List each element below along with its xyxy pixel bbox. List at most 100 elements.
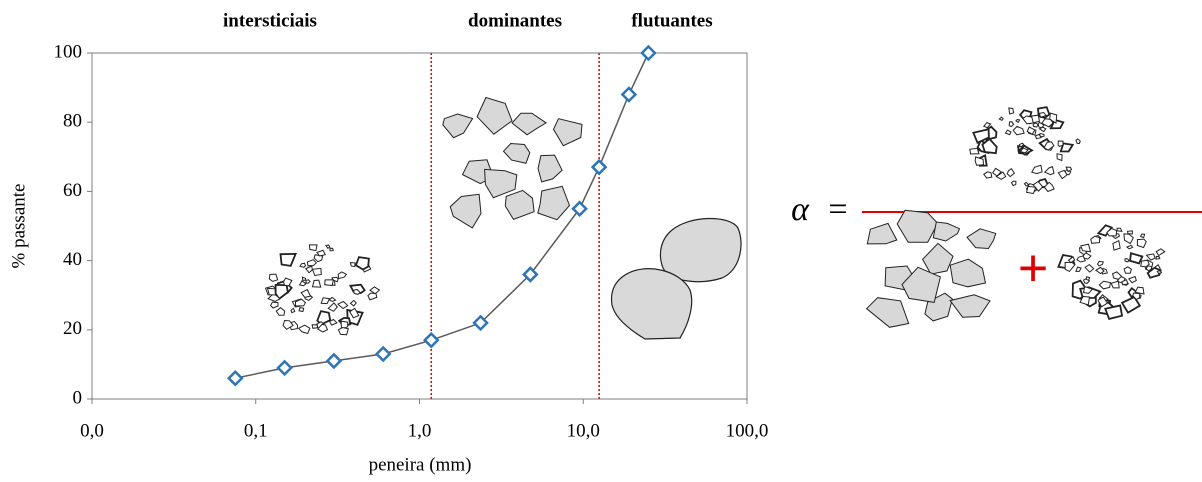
particle xyxy=(306,280,310,284)
particle xyxy=(1077,256,1085,262)
particle xyxy=(283,278,292,286)
particle xyxy=(1113,241,1120,250)
particle xyxy=(1111,281,1119,288)
particle xyxy=(1157,271,1161,274)
formula-plus: + xyxy=(1018,240,1048,298)
particle xyxy=(330,248,333,251)
particle xyxy=(330,320,337,326)
particle xyxy=(1009,122,1014,127)
plot-frame xyxy=(92,53,747,399)
particle xyxy=(1033,123,1038,127)
x-tick-label: 100,0 xyxy=(726,420,769,441)
particle xyxy=(302,277,305,280)
particle xyxy=(1128,231,1133,234)
particle xyxy=(299,308,304,312)
particle xyxy=(933,222,959,241)
particle xyxy=(1016,120,1020,123)
medium-aggregate xyxy=(443,98,582,228)
medium-aggregate xyxy=(867,210,996,327)
particle xyxy=(268,288,276,295)
particle xyxy=(368,293,377,300)
particle xyxy=(1076,139,1080,144)
particle xyxy=(338,302,348,309)
particle xyxy=(538,155,562,182)
particle xyxy=(281,254,296,266)
region-label: dominantes xyxy=(468,10,562,31)
particle xyxy=(1081,244,1091,252)
particle xyxy=(1012,181,1016,186)
particle xyxy=(443,114,473,138)
particle xyxy=(1127,245,1133,249)
data-point xyxy=(573,202,586,215)
particle xyxy=(1141,234,1145,237)
particle xyxy=(328,303,337,311)
particle xyxy=(351,300,357,306)
x-axis-title: peneira (mm) xyxy=(369,454,472,475)
particle xyxy=(867,298,909,328)
y-tick-label: 60 xyxy=(63,180,82,201)
particle xyxy=(485,169,517,197)
particle xyxy=(1057,154,1062,161)
particle xyxy=(1085,265,1094,273)
particle xyxy=(999,117,1003,120)
particle xyxy=(321,298,329,304)
particle xyxy=(512,113,546,135)
y-tick-label: 80 xyxy=(63,111,82,132)
particle xyxy=(1006,130,1012,135)
fine-aggregate xyxy=(970,107,1081,193)
particle xyxy=(1147,254,1156,260)
coarse-aggregate xyxy=(612,218,742,339)
data-point xyxy=(642,47,655,60)
particle xyxy=(1027,186,1036,193)
particle xyxy=(967,229,996,249)
particle xyxy=(1023,116,1033,124)
particle xyxy=(1124,267,1131,273)
particle xyxy=(326,245,330,248)
y-tick-label: 40 xyxy=(63,249,82,270)
particle xyxy=(1007,169,1014,177)
x-tick-label: 0,1 xyxy=(244,420,268,441)
particle xyxy=(1137,239,1146,247)
x-tick-label: 1,0 xyxy=(408,420,432,441)
particle xyxy=(982,139,996,153)
particle xyxy=(301,290,310,298)
particle xyxy=(1024,182,1028,186)
particle xyxy=(306,266,313,273)
fine-aggregate xyxy=(266,245,380,335)
particle xyxy=(299,325,310,333)
particle xyxy=(1130,253,1142,263)
particle xyxy=(950,259,985,287)
x-tick-label: 10,0 xyxy=(567,420,600,441)
particle xyxy=(313,268,322,275)
particle xyxy=(300,263,306,267)
particle xyxy=(867,223,897,244)
data-point xyxy=(622,88,635,101)
particle xyxy=(329,297,335,301)
particle xyxy=(1129,277,1137,283)
region-label: flutuantes xyxy=(631,10,712,31)
data-point xyxy=(229,372,242,385)
y-tick-label: 0 xyxy=(73,387,83,408)
particle xyxy=(1058,141,1063,146)
data-point xyxy=(425,334,438,347)
particle xyxy=(984,172,992,178)
particle xyxy=(1156,249,1165,256)
particle xyxy=(313,280,321,287)
particle xyxy=(1013,126,1024,134)
particle xyxy=(505,190,534,219)
particle xyxy=(1045,167,1054,175)
particle xyxy=(291,308,295,312)
formula-alpha: α xyxy=(791,191,810,228)
y-tick-label: 20 xyxy=(63,318,82,339)
particle xyxy=(312,325,317,329)
particle xyxy=(1091,236,1100,243)
particle xyxy=(660,218,741,281)
particle xyxy=(338,272,346,279)
particle xyxy=(504,144,530,164)
y-axis-title: % passante xyxy=(8,184,29,269)
particle xyxy=(338,328,348,335)
particle xyxy=(1156,256,1160,259)
region-label: intersticiais xyxy=(223,10,317,31)
particle xyxy=(1117,228,1122,231)
particle xyxy=(1105,306,1122,319)
